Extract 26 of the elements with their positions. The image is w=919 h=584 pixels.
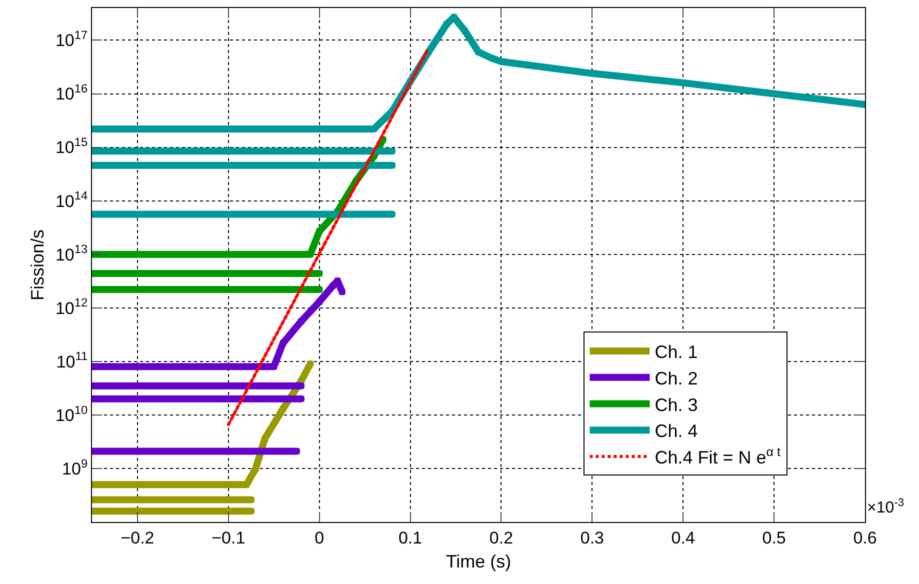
y-tick-label: 10$^{16}$ xyxy=(55,82,88,104)
y-tick-label: 10$^{9}$ xyxy=(62,456,88,478)
x-tick-label: 0 xyxy=(314,528,324,548)
x-axis-title: Time (s) xyxy=(446,552,512,572)
x-tick-label: −0.2 xyxy=(120,528,154,548)
y-axis-title: Fission/s xyxy=(28,229,48,301)
legend-label: Ch.4 Fit = N e$^{α t}$ xyxy=(654,445,782,468)
x-tick-label: 0.4 xyxy=(671,528,695,548)
y-tick-label: 10$^{17}$ xyxy=(55,28,88,50)
y-tick-label: 10$^{12}$ xyxy=(55,296,88,318)
y-tick-label: 10$^{13}$ xyxy=(55,242,88,264)
legend-label: Ch. 4 xyxy=(654,421,698,442)
x-tick-label: 0.5 xyxy=(762,528,786,548)
y-tick-label: 10$^{11}$ xyxy=(56,349,88,372)
x-tick-label: 0.6 xyxy=(853,528,877,548)
x-tick-label: 0.1 xyxy=(398,528,422,548)
text: ×10$^{-3}$ xyxy=(867,497,904,517)
legend-label: Ch. 2 xyxy=(654,368,698,388)
y-tick-label: 10$^{15}$ xyxy=(55,135,88,158)
y-tick-label: 10$^{14}$ xyxy=(55,188,88,211)
x-tick-label: 0.2 xyxy=(489,528,514,548)
x-tick-label: −0.1 xyxy=(212,528,246,548)
x-tick-label: 0.3 xyxy=(580,528,604,548)
y-tick-label: 10$^{10}$ xyxy=(55,402,88,425)
legend-label: Ch. 1 xyxy=(654,342,698,362)
legend-label: Ch. 3 xyxy=(654,394,698,415)
